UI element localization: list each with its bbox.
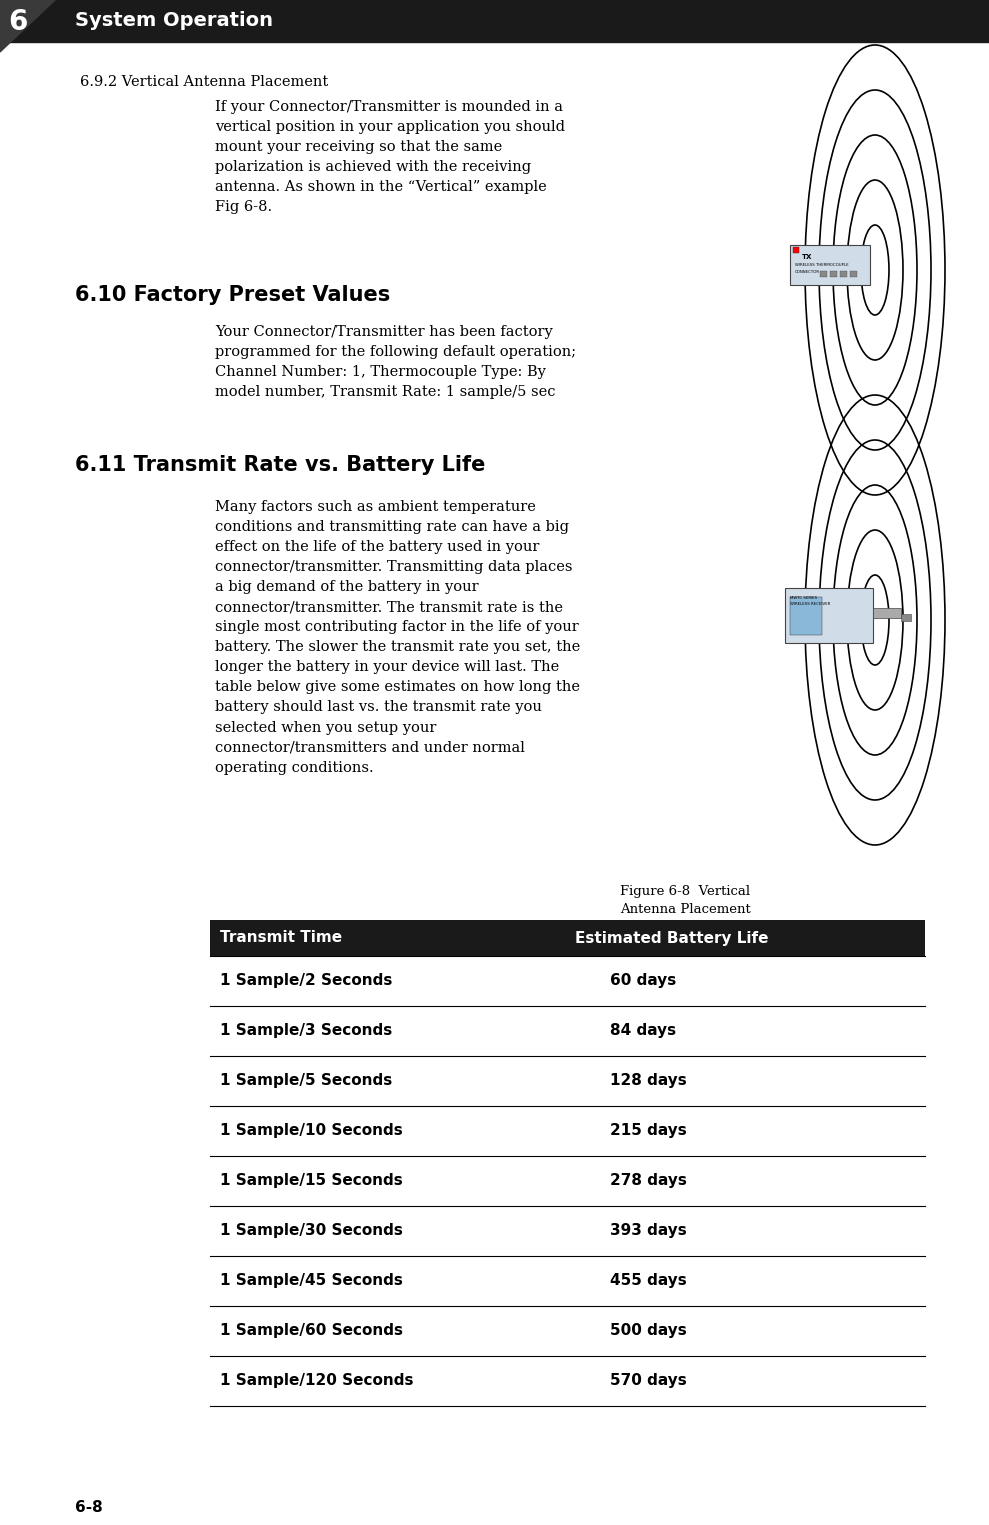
- Text: 1 Sample/60 Seconds: 1 Sample/60 Seconds: [220, 1324, 403, 1339]
- Text: 128 days: 128 days: [610, 1074, 686, 1089]
- Text: 6.10 Factory Preset Values: 6.10 Factory Preset Values: [75, 285, 391, 305]
- Text: 278 days: 278 days: [610, 1174, 687, 1188]
- Text: If your Connector/Transmitter is mounded in a
vertical position in your applicat: If your Connector/Transmitter is mounded…: [215, 101, 565, 214]
- Text: 500 days: 500 days: [610, 1324, 686, 1339]
- Bar: [840, 271, 847, 278]
- Text: 6: 6: [8, 8, 28, 37]
- Text: 6.9.2 Vertical Antenna Placement: 6.9.2 Vertical Antenna Placement: [80, 75, 328, 88]
- Text: TX: TX: [802, 255, 812, 259]
- Text: 60 days: 60 days: [610, 973, 676, 988]
- Text: 1 Sample/45 Seconds: 1 Sample/45 Seconds: [220, 1273, 403, 1289]
- Bar: [793, 247, 799, 253]
- Text: 1 Sample/15 Seconds: 1 Sample/15 Seconds: [220, 1174, 403, 1188]
- Bar: [873, 608, 901, 618]
- Bar: [210, 920, 925, 956]
- Text: Transmit Time: Transmit Time: [220, 930, 342, 946]
- Text: 215 days: 215 days: [610, 1124, 686, 1139]
- Text: CONNECTOR: CONNECTOR: [795, 270, 820, 274]
- Text: Your Connector/Transmitter has been factory
programmed for the following default: Your Connector/Transmitter has been fact…: [215, 325, 577, 400]
- Bar: [790, 596, 822, 634]
- Bar: [820, 271, 827, 278]
- Bar: [830, 271, 837, 278]
- Text: 1 Sample/2 Seconds: 1 Sample/2 Seconds: [220, 973, 393, 988]
- Bar: [785, 589, 873, 644]
- Text: System Operation: System Operation: [75, 12, 273, 30]
- Text: WIRELESS THERMOCOUPLE: WIRELESS THERMOCOUPLE: [795, 262, 849, 267]
- Text: MWTC SERIES: MWTC SERIES: [790, 596, 817, 599]
- Text: Many factors such as ambient temperature
conditions and transmitting rate can ha: Many factors such as ambient temperature…: [215, 500, 581, 775]
- Bar: [790, 246, 870, 285]
- Text: 1 Sample/30 Seconds: 1 Sample/30 Seconds: [220, 1223, 403, 1238]
- Text: 393 days: 393 days: [610, 1223, 686, 1238]
- Text: Estimated Battery Life: Estimated Battery Life: [575, 930, 768, 946]
- Text: WIRELESS RECEIVER: WIRELESS RECEIVER: [790, 602, 830, 605]
- Text: 1 Sample/5 Seconds: 1 Sample/5 Seconds: [220, 1074, 393, 1089]
- Bar: [850, 271, 857, 278]
- Text: 1 Sample/3 Seconds: 1 Sample/3 Seconds: [220, 1023, 393, 1039]
- Text: 455 days: 455 days: [610, 1273, 686, 1289]
- Text: 6-8: 6-8: [75, 1499, 103, 1514]
- Text: Figure 6-8  Vertical
Antenna Placement: Figure 6-8 Vertical Antenna Placement: [620, 884, 751, 917]
- Bar: [0, 0, 989, 43]
- Text: 1 Sample/120 Seconds: 1 Sample/120 Seconds: [220, 1374, 413, 1388]
- Text: 570 days: 570 days: [610, 1374, 686, 1388]
- Text: 1 Sample/10 Seconds: 1 Sample/10 Seconds: [220, 1124, 403, 1139]
- Bar: [901, 615, 911, 621]
- Text: 84 days: 84 days: [610, 1023, 676, 1039]
- Text: 6.11 Transmit Rate vs. Battery Life: 6.11 Transmit Rate vs. Battery Life: [75, 454, 486, 474]
- Polygon shape: [0, 0, 55, 52]
